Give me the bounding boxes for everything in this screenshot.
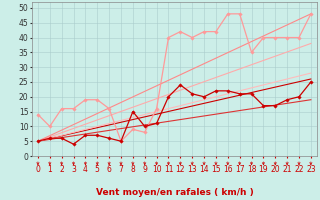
X-axis label: Vent moyen/en rafales ( km/h ): Vent moyen/en rafales ( km/h ) (96, 188, 253, 197)
